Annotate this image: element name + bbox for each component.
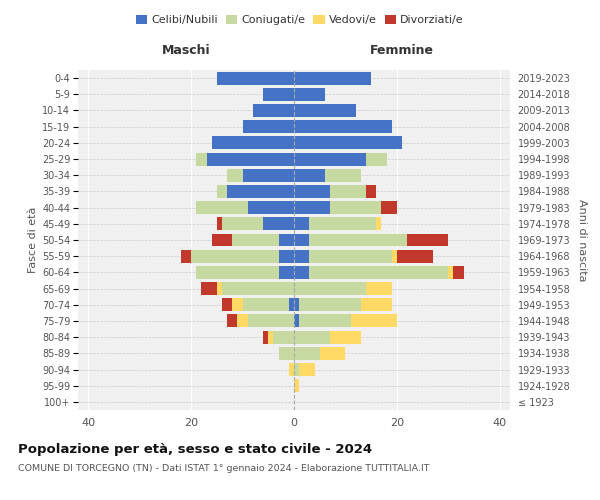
Bar xyxy=(310,218,376,230)
Bar xyxy=(278,266,294,279)
Bar xyxy=(202,282,217,295)
Bar xyxy=(382,201,397,214)
Bar xyxy=(294,169,325,181)
Bar xyxy=(299,314,350,328)
Bar xyxy=(310,234,407,246)
Bar xyxy=(330,201,382,214)
Bar xyxy=(248,314,294,328)
Bar xyxy=(289,363,294,376)
Bar xyxy=(212,234,232,246)
Bar xyxy=(294,136,402,149)
Bar xyxy=(217,282,222,295)
Bar xyxy=(253,104,294,117)
Bar xyxy=(222,282,294,295)
Bar xyxy=(227,169,242,181)
Bar xyxy=(242,169,294,181)
Bar xyxy=(206,152,294,166)
Bar xyxy=(392,250,397,262)
Y-axis label: Anni di nascita: Anni di nascita xyxy=(577,198,587,281)
Bar xyxy=(454,266,464,279)
Bar xyxy=(294,201,330,214)
Bar xyxy=(320,347,346,360)
Bar xyxy=(294,88,325,101)
Bar xyxy=(299,298,361,311)
Bar xyxy=(191,250,278,262)
Bar xyxy=(217,185,227,198)
Bar xyxy=(217,218,222,230)
Bar xyxy=(294,120,392,133)
Bar xyxy=(242,120,294,133)
Bar xyxy=(222,298,232,311)
Bar xyxy=(294,298,299,311)
Bar xyxy=(299,363,314,376)
Text: Femmine: Femmine xyxy=(370,44,434,57)
Bar xyxy=(310,266,448,279)
Bar xyxy=(294,218,310,230)
Bar xyxy=(407,234,448,246)
Bar xyxy=(263,330,268,344)
Bar xyxy=(263,88,294,101)
Bar xyxy=(294,330,330,344)
Bar xyxy=(294,347,320,360)
Bar xyxy=(294,250,310,262)
Bar xyxy=(448,266,454,279)
Bar xyxy=(294,185,330,198)
Bar xyxy=(294,282,366,295)
Bar xyxy=(330,330,361,344)
Bar xyxy=(294,266,310,279)
Bar xyxy=(294,152,366,166)
Bar xyxy=(278,234,294,246)
Bar xyxy=(330,185,366,198)
Bar xyxy=(294,234,310,246)
Bar xyxy=(294,363,299,376)
Bar xyxy=(294,104,356,117)
Bar xyxy=(278,250,294,262)
Bar xyxy=(196,201,248,214)
Bar xyxy=(294,72,371,85)
Bar xyxy=(238,314,248,328)
Bar xyxy=(242,298,289,311)
Bar xyxy=(222,218,263,230)
Bar xyxy=(232,234,278,246)
Bar xyxy=(196,152,206,166)
Bar xyxy=(278,347,294,360)
Bar xyxy=(232,298,242,311)
Bar xyxy=(181,250,191,262)
Bar xyxy=(366,282,392,295)
Bar xyxy=(294,379,299,392)
Bar xyxy=(294,314,299,328)
Bar xyxy=(310,250,392,262)
Bar xyxy=(325,169,361,181)
Bar xyxy=(366,152,386,166)
Text: COMUNE DI TORCEGNO (TN) - Dati ISTAT 1° gennaio 2024 - Elaborazione TUTTITALIA.I: COMUNE DI TORCEGNO (TN) - Dati ISTAT 1° … xyxy=(18,464,430,473)
Bar xyxy=(227,185,294,198)
Text: Maschi: Maschi xyxy=(161,44,211,57)
Bar xyxy=(212,136,294,149)
Y-axis label: Fasce di età: Fasce di età xyxy=(28,207,38,273)
Bar xyxy=(268,330,274,344)
Bar xyxy=(397,250,433,262)
Bar xyxy=(289,298,294,311)
Text: Popolazione per età, sesso e stato civile - 2024: Popolazione per età, sesso e stato civil… xyxy=(18,442,372,456)
Bar xyxy=(248,201,294,214)
Bar xyxy=(361,298,392,311)
Bar xyxy=(263,218,294,230)
Bar xyxy=(227,314,238,328)
Bar xyxy=(217,72,294,85)
Bar xyxy=(274,330,294,344)
Bar xyxy=(376,218,382,230)
Bar xyxy=(196,266,278,279)
Bar xyxy=(350,314,397,328)
Legend: Celibi/Nubili, Coniugati/e, Vedovi/e, Divorziati/e: Celibi/Nubili, Coniugati/e, Vedovi/e, Di… xyxy=(132,10,468,30)
Bar xyxy=(366,185,376,198)
